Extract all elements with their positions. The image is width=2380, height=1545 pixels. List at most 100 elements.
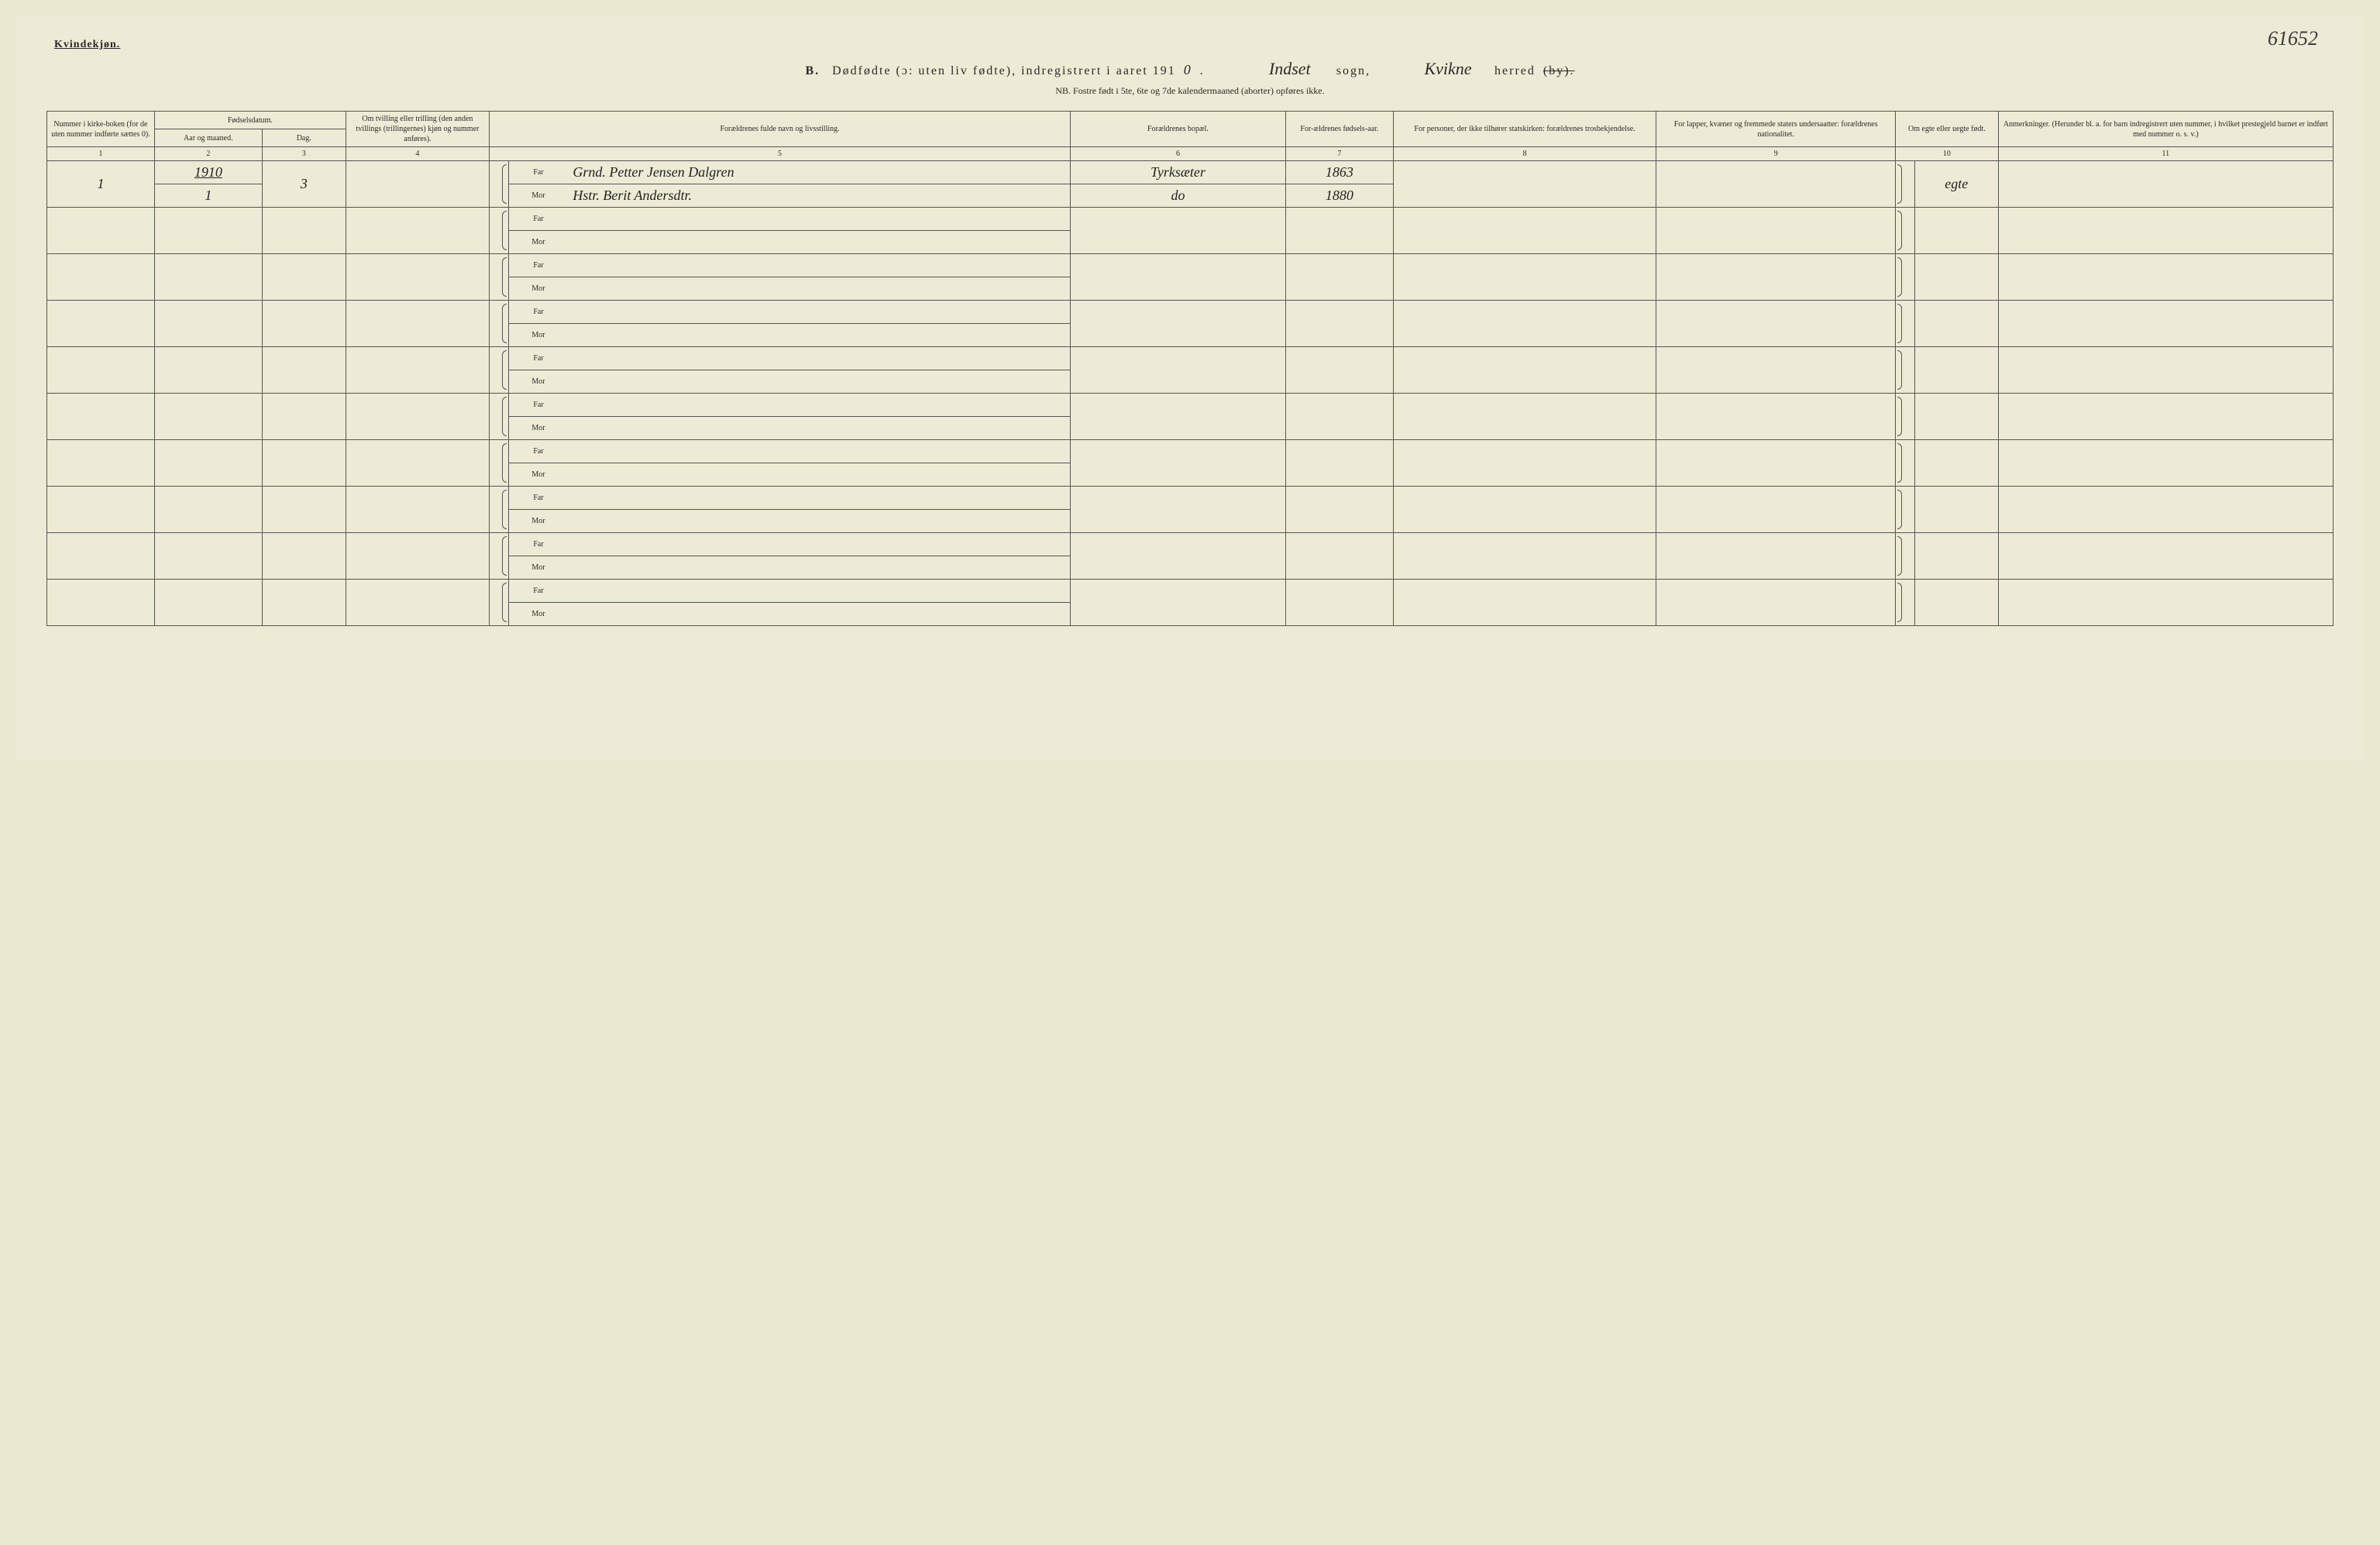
blank-twin	[346, 208, 489, 254]
blank-remarks	[1998, 347, 2333, 394]
nb-line: NB. Fostre født i 5te, 6te og 7de kalend…	[46, 85, 2334, 97]
blank-mother-name	[568, 510, 1070, 533]
curly-right	[1896, 533, 1915, 580]
blank-yearmonth	[154, 580, 262, 626]
blank-residence	[1071, 347, 1286, 394]
entry-number: 1	[47, 161, 155, 208]
blank-father-name	[568, 208, 1070, 231]
herred-value: Kvikne	[1409, 59, 1487, 79]
far-label: Far	[508, 394, 568, 417]
title-period: .	[1200, 64, 1205, 78]
blank-mother-name	[568, 324, 1070, 347]
blank-day	[262, 394, 346, 440]
blank-father-name	[568, 301, 1070, 324]
blank-residence	[1071, 440, 1286, 487]
blank-legitimacy	[1914, 208, 1998, 254]
blank-number	[47, 533, 155, 580]
blank-legitimacy	[1914, 440, 1998, 487]
curly-right	[1896, 347, 1915, 394]
colnum-4: 4	[346, 147, 489, 161]
blank-remarks	[1998, 440, 2333, 487]
header-col2: Aar og maaned.	[154, 129, 262, 147]
curly-right	[1896, 161, 1915, 208]
blank-birthyears	[1285, 301, 1393, 347]
entry-religion	[1393, 161, 1656, 208]
curly-right	[1896, 394, 1915, 440]
curly-right	[1896, 580, 1915, 626]
blank-religion	[1393, 487, 1656, 533]
blank-religion	[1393, 580, 1656, 626]
blank-yearmonth	[154, 301, 262, 347]
header-col7: For-ældrenes fødsels-aar.	[1285, 112, 1393, 147]
blank-birthyears	[1285, 580, 1393, 626]
blank-birthyears	[1285, 533, 1393, 580]
blank-twin	[346, 394, 489, 440]
blank-father-name	[568, 533, 1070, 556]
far-label: Far	[508, 208, 568, 231]
blank-remarks	[1998, 580, 2333, 626]
title-letter: B.	[805, 64, 820, 78]
blank-remarks	[1998, 533, 2333, 580]
header-col9: For lapper, kvæner og fremmede staters u…	[1656, 112, 1896, 147]
blank-nationality	[1656, 487, 1896, 533]
curly-left	[490, 533, 509, 580]
far-label: Far	[508, 580, 568, 603]
blank-number	[47, 208, 155, 254]
blank-residence	[1071, 301, 1286, 347]
blank-row-far: Far	[47, 440, 2334, 463]
colnum-3: 3	[262, 147, 346, 161]
blank-day	[262, 208, 346, 254]
blank-row-far: Far	[47, 487, 2334, 510]
title-line: B. Dødfødte (ɔ: uten liv fødte), indregi…	[46, 59, 2334, 79]
curly-right	[1896, 301, 1915, 347]
father-name: Grnd. Petter Jensen Dalgren	[568, 161, 1070, 184]
curly-right	[1896, 487, 1915, 533]
mor-label: Mor	[508, 277, 568, 301]
blank-row-far: Far	[47, 394, 2334, 417]
blank-nationality	[1656, 580, 1896, 626]
title-main: Dødfødte (ɔ: uten liv fødte), indregistr…	[832, 64, 1176, 78]
colnum-1: 1	[47, 147, 155, 161]
far-label: Far	[508, 301, 568, 324]
blank-mother-name	[568, 603, 1070, 626]
colnum-9: 9	[1656, 147, 1896, 161]
blank-yearmonth	[154, 533, 262, 580]
residence-far: Tyrksæter	[1071, 161, 1286, 184]
blank-remarks	[1998, 487, 2333, 533]
blank-yearmonth	[154, 347, 262, 394]
blank-religion	[1393, 440, 1656, 487]
header-col4: Om tvilling eller trilling (den anden tv…	[346, 112, 489, 147]
blank-birthyears	[1285, 208, 1393, 254]
blank-nationality	[1656, 208, 1896, 254]
entry-legitimacy: egte	[1914, 161, 1998, 208]
colnum-6: 6	[1071, 147, 1286, 161]
curly-right	[1896, 254, 1915, 301]
mother-name: Hstr. Berit Andersdtr.	[568, 184, 1070, 208]
blank-row-far: Far	[47, 347, 2334, 370]
header-col23-top: Fødselsdatum.	[154, 112, 346, 129]
title-year-digit: 0	[1184, 62, 1192, 78]
entry-nationality	[1656, 161, 1896, 208]
blank-yearmonth	[154, 254, 262, 301]
blank-religion	[1393, 208, 1656, 254]
mor-label: Mor	[508, 556, 568, 580]
blank-legitimacy	[1914, 487, 1998, 533]
by-struck: (by).	[1543, 64, 1575, 78]
mor-label: Mor	[508, 463, 568, 487]
blank-religion	[1393, 301, 1656, 347]
far-label: Far	[508, 487, 568, 510]
curly-left	[490, 394, 509, 440]
blank-yearmonth	[154, 440, 262, 487]
blank-birthyears	[1285, 347, 1393, 394]
far-label: Far	[508, 254, 568, 277]
blank-father-name	[568, 487, 1070, 510]
blank-residence	[1071, 533, 1286, 580]
curly-left	[490, 487, 509, 533]
mother-birth-year: 1880	[1285, 184, 1393, 208]
far-label: Far	[508, 440, 568, 463]
blank-number	[47, 580, 155, 626]
entry-year: 1910	[154, 161, 262, 184]
blank-day	[262, 301, 346, 347]
curly-left	[490, 254, 509, 301]
residence-mor: do	[1071, 184, 1286, 208]
